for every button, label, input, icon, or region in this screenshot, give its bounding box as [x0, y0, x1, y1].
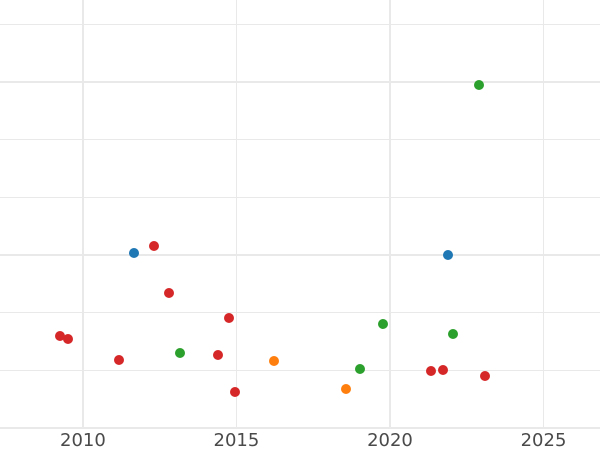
horizontal-gridline	[0, 81, 600, 83]
horizontal-gridline	[0, 23, 600, 25]
data-point-red	[55, 330, 66, 341]
data-point-red	[213, 349, 223, 360]
horizontal-gridline	[0, 311, 600, 314]
data-point-green	[175, 347, 186, 358]
horizontal-gridline	[0, 254, 600, 256]
x-tick-label: 2010	[60, 430, 106, 450]
data-point-green	[447, 329, 458, 340]
vertical-gridline	[235, 0, 238, 429]
horizontal-gridline	[0, 369, 600, 372]
data-point-green	[377, 319, 388, 330]
data-point-red	[479, 371, 490, 382]
vertical-gridline	[82, 0, 84, 429]
x-tick-label: 2025	[520, 430, 567, 450]
horizontal-gridline	[0, 138, 600, 141]
x-tick-label: 2020	[367, 430, 413, 450]
data-point-red	[114, 355, 125, 365]
data-point-red	[229, 386, 240, 397]
horizontal-gridline	[0, 196, 600, 198]
data-point-orange	[269, 355, 280, 366]
data-point-orange	[341, 384, 352, 395]
data-point-red	[62, 333, 73, 344]
data-point-red	[224, 312, 235, 323]
data-point-red	[425, 365, 436, 376]
horizontal-gridline	[0, 427, 600, 429]
data-point-blue	[443, 250, 454, 260]
data-point-red	[438, 364, 449, 375]
x-tick-label: 2015	[213, 430, 260, 450]
vertical-gridline	[389, 0, 391, 429]
data-point-green	[354, 363, 365, 374]
data-point-green	[474, 79, 485, 90]
data-point-red	[164, 288, 175, 299]
vertical-gridline	[542, 0, 545, 429]
data-point-red	[148, 240, 159, 251]
data-point-blue	[129, 248, 140, 259]
